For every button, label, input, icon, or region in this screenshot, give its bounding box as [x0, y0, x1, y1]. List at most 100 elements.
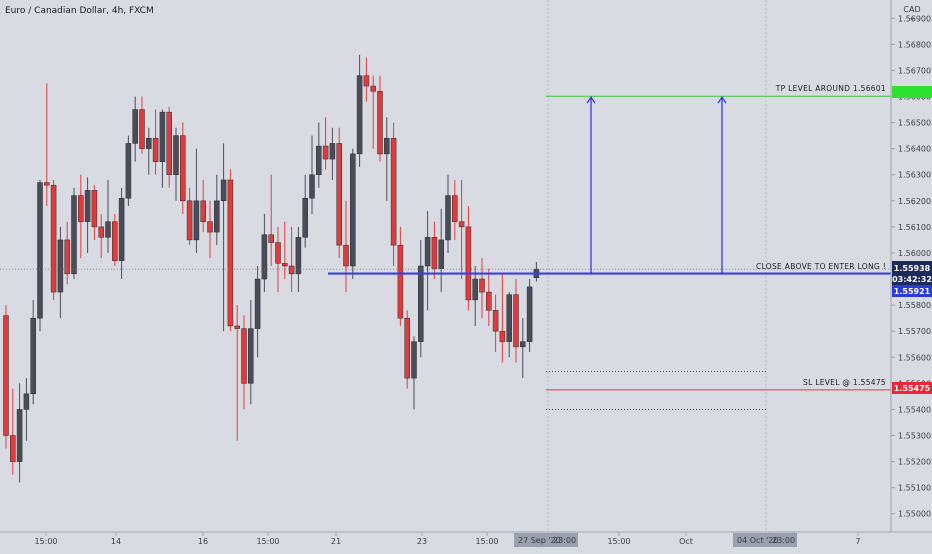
candle	[248, 299, 254, 405]
price-tick-label: 1.56200	[898, 197, 931, 206]
candle	[322, 117, 329, 170]
candle	[132, 96, 138, 162]
time-tick-label: 21	[331, 537, 341, 546]
candle-body	[336, 143, 342, 246]
tp-badge-label: 1.56601	[894, 88, 931, 97]
price-tick-label: 1.55700	[898, 327, 931, 336]
candle	[71, 187, 77, 280]
candle-body	[44, 182, 50, 186]
candle	[50, 179, 57, 300]
currency-caret-icon[interactable]: ⌄	[909, 13, 916, 22]
candle	[91, 185, 98, 240]
candle	[499, 273, 506, 363]
candle-body	[458, 221, 465, 228]
candle-body	[207, 221, 213, 233]
candles-layer	[3, 54, 540, 483]
target-arrow	[717, 96, 727, 274]
candle-body	[37, 182, 43, 319]
target-arrow-head	[586, 96, 596, 104]
candle-body	[227, 179, 234, 327]
candle-body	[363, 75, 370, 87]
price-tick-label: 1.55100	[898, 484, 931, 493]
time-highlight-start: 27 Sep '20 23:00	[514, 533, 578, 547]
candle-body	[186, 200, 193, 241]
candle-body	[84, 190, 91, 222]
candle	[520, 318, 526, 379]
candle-body	[91, 190, 98, 228]
candle-body	[248, 328, 254, 384]
candle	[316, 122, 322, 188]
candle-body	[309, 174, 315, 199]
candle	[356, 54, 363, 167]
candle-body	[275, 242, 281, 264]
chart-title: Euro / Canadian Dollar, 4h, FXCM	[5, 6, 154, 16]
candle-body	[424, 237, 431, 267]
candle-body	[71, 195, 77, 275]
candle	[78, 174, 84, 259]
time-tick-label: 15:00	[256, 537, 279, 546]
candle	[10, 388, 16, 475]
target-arrow	[586, 96, 596, 274]
time-tick-label: 15:00	[607, 537, 630, 546]
price-tick-label: 1.55000	[898, 510, 931, 519]
entry-price-badge: 1.55921	[892, 285, 932, 297]
candle	[152, 109, 159, 175]
candle-body	[329, 143, 336, 160]
candle	[159, 109, 166, 188]
candle-body	[288, 265, 295, 275]
candle	[146, 127, 152, 175]
candle	[486, 268, 492, 326]
tp-annotation: TP LEVEL AROUND 1.56601	[775, 84, 886, 93]
candle-body	[98, 226, 104, 238]
candle	[363, 57, 370, 102]
time-tick-label: 15:00	[475, 537, 498, 546]
candle-body	[370, 85, 376, 92]
candle-body	[173, 135, 179, 175]
candle-body	[254, 278, 261, 329]
candle	[513, 279, 519, 363]
candle	[309, 135, 315, 214]
candle-body	[492, 310, 499, 332]
candle	[275, 226, 281, 293]
candle	[112, 213, 118, 266]
candle-body	[105, 221, 111, 238]
price-tick-label: 1.55200	[898, 458, 931, 467]
entry-annotation: CLOSE ABOVE TO ENTER LONG !	[756, 262, 886, 271]
candle	[37, 179, 43, 332]
candle	[3, 305, 9, 449]
candle-body	[452, 195, 458, 222]
candle	[261, 213, 268, 293]
price-tick-label: 1.55800	[898, 301, 931, 310]
candle-body	[3, 315, 9, 436]
candle-body	[180, 135, 186, 202]
target-arrow-head	[717, 96, 727, 104]
price-tick-label: 1.55600	[898, 353, 931, 362]
candle-body	[146, 137, 152, 149]
candle	[44, 83, 50, 207]
candle	[302, 174, 308, 248]
price-tick-label: 1.56400	[898, 145, 931, 154]
candle	[214, 174, 220, 246]
candle	[207, 200, 213, 259]
time-tick-label: 14	[111, 537, 121, 546]
time-tick-label: 16	[198, 537, 208, 546]
candle-body	[166, 111, 172, 175]
candle-body	[350, 153, 356, 267]
candle	[472, 266, 478, 326]
candle	[64, 221, 70, 285]
candle	[350, 148, 356, 280]
candle	[404, 310, 410, 389]
candle-body	[506, 294, 512, 342]
candle-body	[241, 328, 247, 384]
price-tick-label: 1.56100	[898, 223, 931, 232]
candle	[227, 169, 234, 332]
candle	[458, 179, 465, 280]
candle-body	[23, 393, 30, 410]
candle	[397, 226, 404, 326]
candle-body	[125, 143, 132, 199]
candle-body	[472, 278, 478, 301]
time-tick-label: 7	[855, 537, 860, 546]
